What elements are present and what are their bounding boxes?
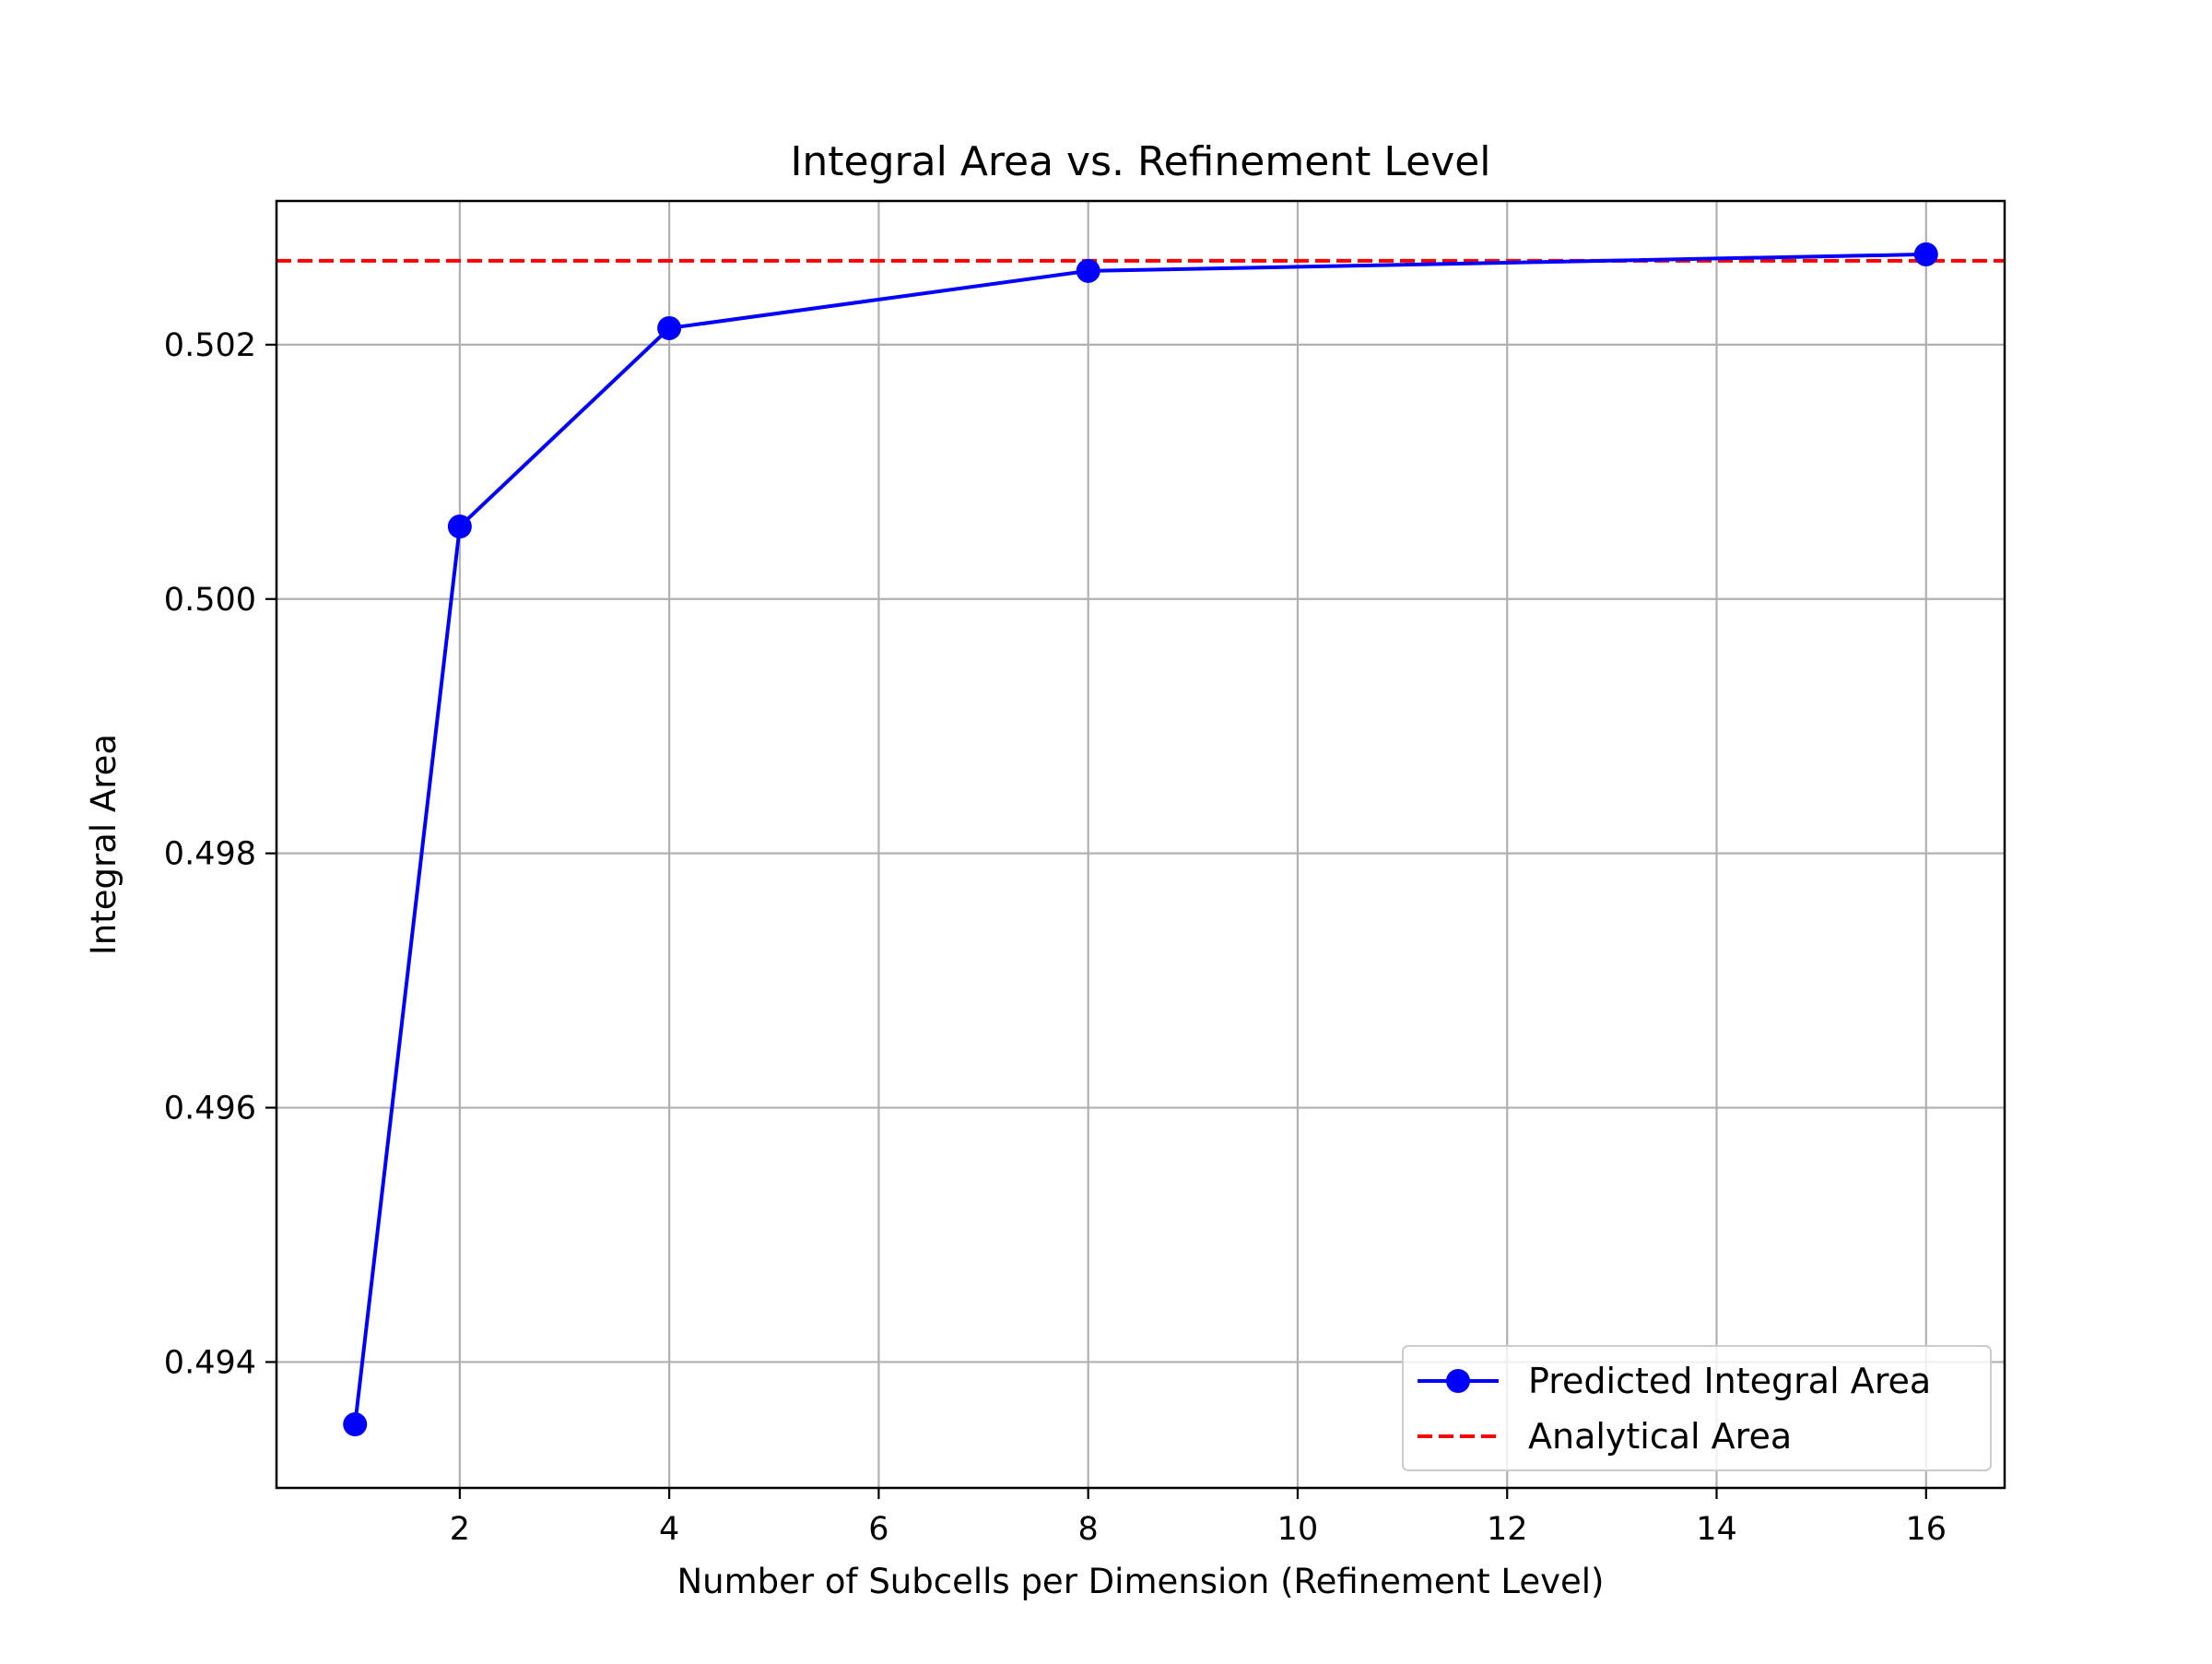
y-axis-label: Integral Area [84,734,124,955]
data-point [1913,242,1938,266]
x-tick-label: 6 [868,1511,888,1548]
data-point [447,514,472,539]
data-point [1076,258,1100,283]
legend-label-analytical: Analytical Area [1528,1416,1792,1457]
x-tick-label: 14 [1696,1511,1737,1548]
x-tick-label: 2 [450,1511,470,1548]
legend-swatch-predicted-marker [1446,1369,1470,1393]
ticks: 2 4 6 8 10 12 14 16 0.494 0.496 0.498 0.500 0.502 [164,327,1947,1548]
chart-title: Integral Area vs. Refinement Level [790,138,1490,185]
x-tick-label: 4 [659,1511,679,1548]
legend-box [1402,1345,1992,1471]
x-axis-label: Number of Subcells per Dimension (Refine… [677,1562,1605,1601]
y-tick-label: 0.500 [164,582,256,619]
series-layer [343,242,1938,1437]
x-tick-label: 10 [1277,1511,1319,1548]
x-tick-label: 16 [1905,1511,1947,1548]
legend-label-predicted: Predicted Integral Area [1528,1361,1931,1401]
data-point [657,315,682,340]
x-tick-label: 8 [1078,1511,1099,1548]
data-point [343,1412,368,1437]
y-tick-label: 0.502 [164,327,256,364]
legend: Predicted Integral Area Analytical Area [1402,1345,1992,1471]
x-tick-label: 12 [1487,1511,1528,1548]
y-tick-label: 0.498 [164,836,256,873]
plot-area-frame [275,199,2006,1490]
grid [276,201,2005,1488]
y-tick-label: 0.496 [164,1091,256,1127]
y-tick-label: 0.494 [164,1344,256,1381]
